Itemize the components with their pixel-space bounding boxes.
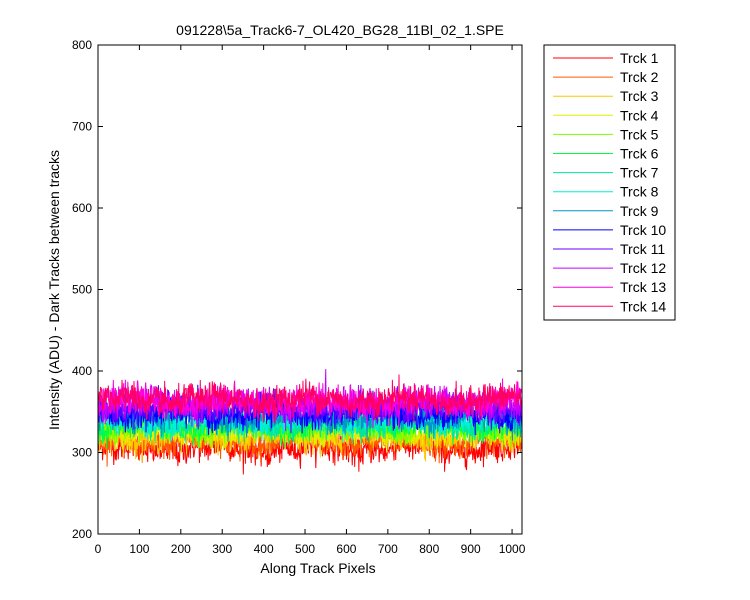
legend-entry-label: Trck 8 <box>620 184 659 200</box>
plot-area: 0 100 200 300 400 500 600 700 800 900 1000 200 300 4… <box>72 38 526 556</box>
y-tick-label: 200 <box>72 527 92 541</box>
y-axis-ticks: 200 300 400 500 600 700 800 <box>72 38 522 541</box>
legend-entry-label: Trck 11 <box>620 241 665 257</box>
y-tick-label: 500 <box>72 283 92 297</box>
legend-entry-label: Trck 5 <box>620 126 659 142</box>
y-axis-label: Intensity (ADU) - Dark Tracks between tr… <box>46 150 62 430</box>
legend-box <box>543 44 676 321</box>
x-tick-label: 200 <box>171 542 191 556</box>
x-tick-label: 300 <box>212 542 232 556</box>
legend-entry-label: Trck 2 <box>620 69 659 85</box>
x-axis-ticks: 0 100 200 300 400 500 600 700 800 900 1000 <box>95 45 526 556</box>
legend-entry-label: Trck 1 <box>620 50 659 66</box>
legend-entry-label: Trck 12 <box>620 260 666 276</box>
x-tick-label: 0 <box>95 542 102 556</box>
legend: Trck 1 Trck 2 Trck 3 Trck 4 Trck 5 Trck 6 Trck… <box>543 44 676 321</box>
x-tick-label: 600 <box>336 542 356 556</box>
legend-entry-label: Trck 10 <box>620 222 666 238</box>
x-tick-label: 1000 <box>499 542 526 556</box>
x-tick-label: 900 <box>461 542 481 556</box>
x-tick-label: 700 <box>378 542 398 556</box>
y-tick-label: 400 <box>72 364 92 378</box>
x-tick-label: 500 <box>295 542 315 556</box>
legend-entry-label: Trck 7 <box>620 165 659 181</box>
y-tick-label: 600 <box>72 201 92 215</box>
legend-items: Trck 1 Trck 2 Trck 3 Trck 4 Trck 5 Trck 6 Trck… <box>553 50 666 314</box>
x-tick-label: 400 <box>254 542 274 556</box>
legend-entry-label: Trck 3 <box>620 88 659 104</box>
y-tick-label: 700 <box>72 120 92 134</box>
legend-entry-label: Trck 9 <box>620 203 659 219</box>
legend-entry-label: Trck 14 <box>620 298 666 314</box>
x-tick-label: 800 <box>419 542 439 556</box>
chart-title: 091228\5a_Track6-7_OL420_BG28_11Bl_02_1.… <box>176 22 504 38</box>
y-tick-label: 800 <box>72 38 92 52</box>
axes-background <box>98 45 522 534</box>
series-lines <box>97 369 523 475</box>
x-axis-label: Along Track Pixels <box>260 560 375 576</box>
legend-entry-label: Trck 13 <box>620 279 666 295</box>
series-line <box>97 374 523 424</box>
x-tick-label: 100 <box>129 542 149 556</box>
legend-entry-label: Trck 4 <box>620 107 659 123</box>
y-tick-label: 300 <box>72 446 92 460</box>
legend-entry-label: Trck 6 <box>620 146 659 162</box>
